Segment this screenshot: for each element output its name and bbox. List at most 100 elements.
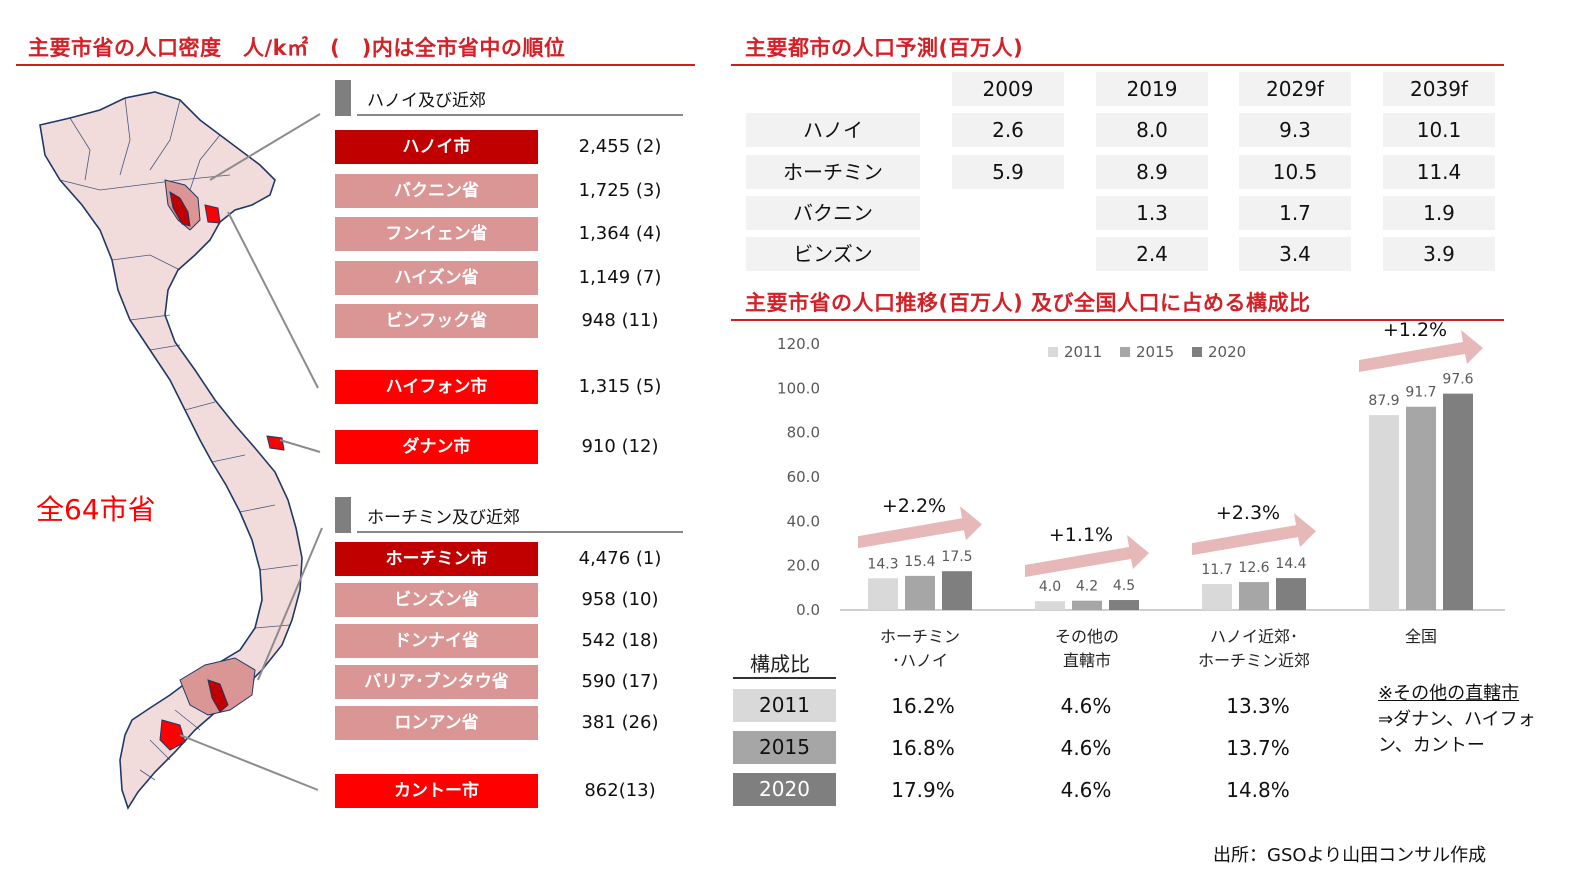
province-box: ダナン市 <box>335 430 538 464</box>
province-density: 1,725 (3) <box>578 180 662 201</box>
forecast-city: バクニン <box>746 196 920 230</box>
composition-value: 17.9% <box>891 778 955 802</box>
y-tick-label: 20.0 <box>787 557 820 575</box>
legend-swatch <box>1120 347 1130 357</box>
province-box: カントー市 <box>335 774 538 808</box>
category-label: ･ハノイ <box>892 651 948 670</box>
bar-2015 <box>905 575 935 610</box>
growth-arrow <box>858 506 982 549</box>
y-tick-label: 0.0 <box>796 601 820 619</box>
hanoi-group-label: ハノイ及び近郊 <box>367 91 486 111</box>
growth-rate-label: +2.3% <box>1216 502 1280 524</box>
bar-2020 <box>942 571 972 610</box>
total-provinces-label: 全64市省 <box>36 493 156 526</box>
forecast-value: 10.5 <box>1239 155 1351 189</box>
province-density: 1,364 (4) <box>578 223 662 244</box>
forecast-value: 2.6 <box>952 113 1064 147</box>
province-box: ドンナイ省 <box>335 624 538 658</box>
bar-2011 <box>868 578 898 610</box>
bar-2011 <box>1035 601 1065 610</box>
province-box: ハイフォン市 <box>335 370 538 404</box>
forecast-value: 1.9 <box>1383 196 1495 230</box>
hcm-city <box>207 679 229 713</box>
hanoi-group-marker <box>335 80 351 116</box>
bar-value-label: 4.5 <box>1113 578 1135 594</box>
bar-2020 <box>1443 393 1473 610</box>
category-label: ハノイ近郊･ <box>1210 627 1298 646</box>
y-tick-label: 80.0 <box>787 424 820 442</box>
composition-year: 2011 <box>733 689 836 722</box>
legend-label: 2011 <box>1064 343 1102 361</box>
forecast-value: 5.9 <box>952 155 1064 189</box>
bar-value-label: 15.4 <box>904 554 935 570</box>
forecast-year-header: 2039f <box>1383 72 1495 106</box>
forecast-title: 主要都市の人口予測(百万人) <box>745 36 1024 60</box>
province-box: ハノイ市 <box>335 130 538 164</box>
forecast-title-rule <box>731 64 1504 66</box>
category-label: ホーチミン近郊 <box>1198 651 1310 670</box>
bar-value-label: 91.7 <box>1405 385 1436 401</box>
forecast-year-header: 2029f <box>1239 72 1351 106</box>
composition-header-rule <box>733 677 836 679</box>
bar-2011 <box>1369 415 1399 610</box>
hanoi-city <box>169 190 191 227</box>
forecast-value: 8.9 <box>1096 155 1208 189</box>
province-density: 862(13) <box>584 780 656 801</box>
growth-rate-label: +2.2% <box>882 495 946 517</box>
y-tick-label: 60.0 <box>787 468 820 486</box>
province-box: ビンフック省 <box>335 304 538 338</box>
province-box: ハイズン省 <box>335 261 538 295</box>
bar-value-label: 17.5 <box>941 549 972 565</box>
bar-value-label: 4.0 <box>1039 579 1061 595</box>
forecast-value: 3.4 <box>1239 237 1351 271</box>
composition-value: 4.6% <box>1060 694 1112 718</box>
composition-value: 4.6% <box>1060 778 1112 802</box>
composition-value: 4.6% <box>1060 736 1112 760</box>
bar-value-label: 97.6 <box>1442 372 1473 388</box>
haiphong-city <box>204 204 221 224</box>
legend-label: 2015 <box>1136 343 1174 361</box>
composition-header: 構成比 <box>750 652 810 676</box>
province-density: 958 (10) <box>581 589 659 610</box>
bar-2011 <box>1202 584 1232 610</box>
forecast-city: ハノイ <box>746 113 920 147</box>
province-density: 910 (12) <box>581 436 659 457</box>
bar-value-label: 12.6 <box>1238 560 1269 576</box>
forecast-year-header: 2009 <box>952 72 1064 106</box>
composition-value: 16.2% <box>891 694 955 718</box>
bar-value-label: 11.7 <box>1201 562 1232 578</box>
forecast-city: ホーチミン <box>746 155 920 189</box>
province-density: 1,315 (5) <box>578 376 662 397</box>
trend-title: 主要市省の人口推移(百万人) 及び全国人口に占める構成比 <box>745 291 1311 315</box>
bar-value-label: 14.4 <box>1275 556 1306 572</box>
vietnam-map <box>39 91 303 810</box>
growth-arrow <box>1192 513 1316 556</box>
growth-rate-label: +1.2% <box>1383 319 1447 341</box>
growth-arrow <box>1025 535 1149 578</box>
bar-value-label: 87.9 <box>1368 393 1399 409</box>
bar-2020 <box>1276 578 1306 610</box>
province-box: ホーチミン市 <box>335 542 538 576</box>
y-tick-label: 40.0 <box>787 512 820 530</box>
forecast-value: 10.1 <box>1383 113 1495 147</box>
bar-2015 <box>1406 406 1436 610</box>
province-density: 590 (17) <box>581 671 659 692</box>
y-tick-label: 120.0 <box>777 335 820 353</box>
category-label: 直轄市 <box>1063 651 1111 670</box>
forecast-value: 2.4 <box>1096 237 1208 271</box>
source-note: 出所：GSOより山田コンサル作成 <box>1213 845 1487 866</box>
composition-value: 16.8% <box>891 736 955 760</box>
province-box: ビンズン省 <box>335 583 538 617</box>
legend-swatch <box>1192 347 1202 357</box>
composition-value: 13.3% <box>1226 694 1290 718</box>
composition-year: 2020 <box>733 773 836 806</box>
province-density: 4,476 (1) <box>578 548 662 569</box>
note-title: ※その他の直轄市 <box>1378 683 1520 704</box>
forecast-city: ビンズン <box>746 237 920 271</box>
hcm-group-marker <box>335 497 351 533</box>
forecast-value: 3.9 <box>1383 237 1495 271</box>
category-label: 全国 <box>1405 627 1437 646</box>
province-density: 1,149 (7) <box>578 267 662 288</box>
forecast-value: 1.3 <box>1096 196 1208 230</box>
composition-year: 2015 <box>733 731 836 764</box>
